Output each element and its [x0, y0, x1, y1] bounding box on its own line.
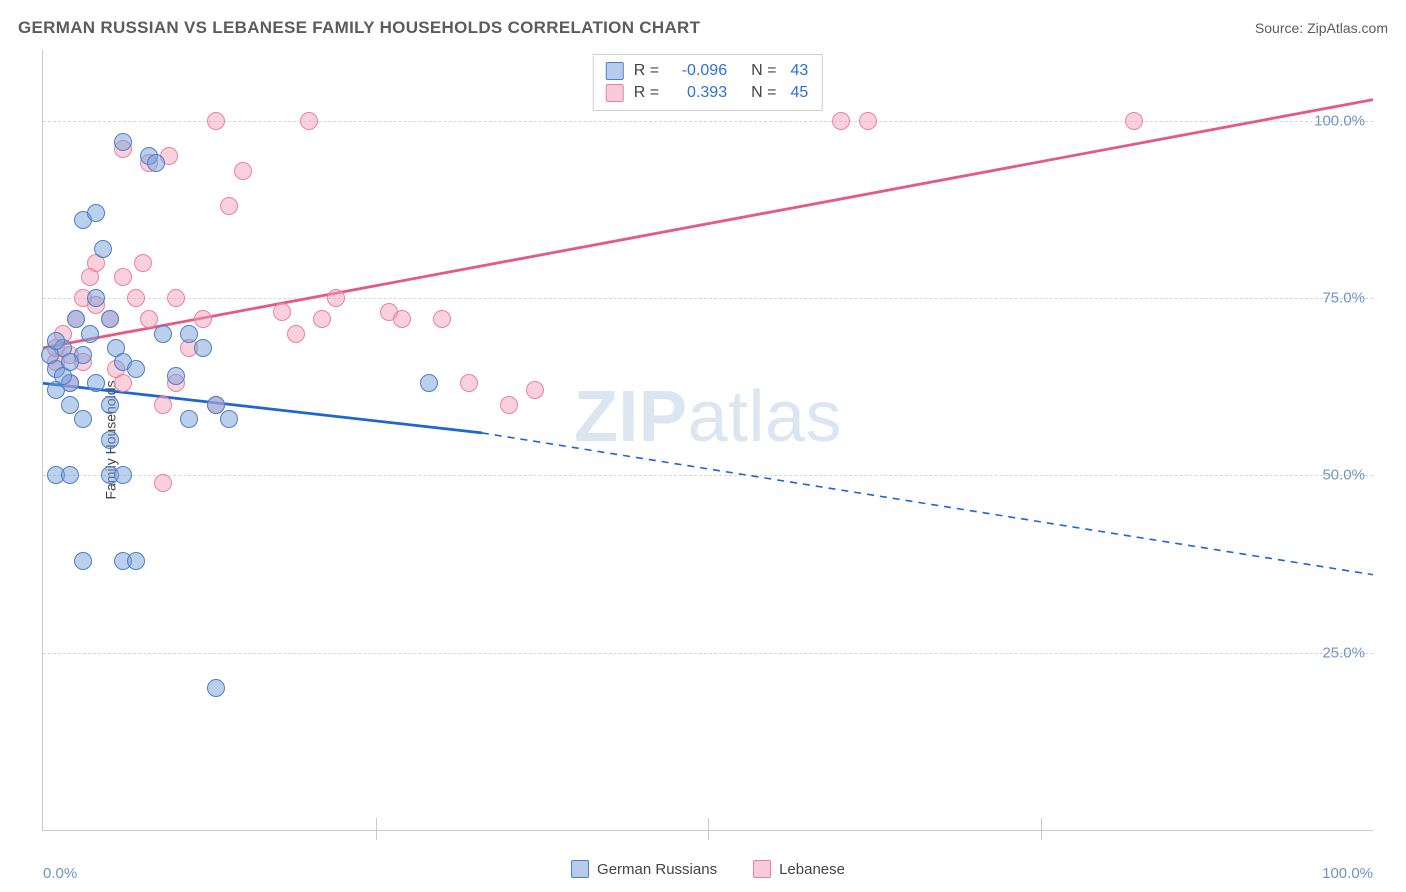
legend-swatch-pink-bottom [753, 860, 771, 878]
xtick-label: 100.0% [1322, 865, 1373, 882]
legend-item-pink: Lebanese [753, 860, 845, 878]
scatter-point-pink [327, 289, 345, 307]
scatter-point-blue [180, 410, 198, 428]
source-label: Source: ZipAtlas.com [1255, 20, 1388, 36]
scatter-point-pink [1125, 112, 1143, 130]
scatter-point-blue [207, 679, 225, 697]
legend-item-blue: German Russians [571, 860, 717, 878]
scatter-point-pink [300, 112, 318, 130]
scatter-point-blue [194, 339, 212, 357]
scatter-point-blue [47, 332, 65, 350]
scatter-point-pink [194, 310, 212, 328]
scatter-point-blue [94, 240, 112, 258]
scatter-point-pink [114, 374, 132, 392]
scatter-point-blue [101, 396, 119, 414]
legend-swatch-blue-bottom [571, 860, 589, 878]
scatter-point-blue [74, 410, 92, 428]
xtick-mark [1041, 830, 1042, 840]
scatter-point-blue [114, 133, 132, 151]
legend-swatch-blue [606, 62, 624, 80]
n-value-pink: 45 [790, 82, 808, 104]
scatter-point-pink [832, 112, 850, 130]
scatter-point-blue [74, 552, 92, 570]
scatter-point-blue [127, 552, 145, 570]
stats-row-pink: R = 0.393 N = 45 [606, 82, 808, 104]
legend-label-pink: Lebanese [779, 861, 845, 878]
scatter-point-blue [81, 325, 99, 343]
r-value-pink: 0.393 [669, 82, 727, 104]
xtick-label: 0.0% [43, 865, 77, 882]
scatter-point-blue [61, 396, 79, 414]
xtick-mark [708, 830, 709, 840]
scatter-point-blue [61, 466, 79, 484]
scatter-point-pink [500, 396, 518, 414]
scatter-point-blue [101, 431, 119, 449]
stats-row-blue: R = -0.096 N = 43 [606, 60, 808, 82]
legend-label-blue: German Russians [597, 861, 717, 878]
scatter-point-pink [460, 374, 478, 392]
scatter-point-pink [234, 162, 252, 180]
plot-area: Family Households 25.0%50.0%75.0%100.0%0… [42, 50, 1373, 831]
scatter-point-pink [134, 254, 152, 272]
scatter-point-blue [420, 374, 438, 392]
scatter-point-blue [180, 325, 198, 343]
r-value-blue: -0.096 [669, 60, 727, 82]
chart-title: GERMAN RUSSIAN VS LEBANESE FAMILY HOUSEH… [18, 18, 700, 37]
scatter-point-blue [207, 396, 225, 414]
scatter-point-pink [207, 112, 225, 130]
scatter-point-pink [859, 112, 877, 130]
stats-box: R = -0.096 N = 43 R = 0.393 N = 45 [593, 54, 823, 111]
scatter-point-pink [287, 325, 305, 343]
scatter-point-blue [154, 325, 172, 343]
scatter-point-pink [154, 396, 172, 414]
legend-bottom: German Russians Lebanese [571, 860, 845, 878]
scatter-point-pink [114, 268, 132, 286]
scatter-point-pink [154, 474, 172, 492]
xtick-mark [376, 830, 377, 840]
legend-swatch-pink [606, 84, 624, 102]
scatter-point-blue [220, 410, 238, 428]
scatter-point-blue [61, 353, 79, 371]
scatter-point-blue [101, 310, 119, 328]
n-value-blue: 43 [790, 60, 808, 82]
